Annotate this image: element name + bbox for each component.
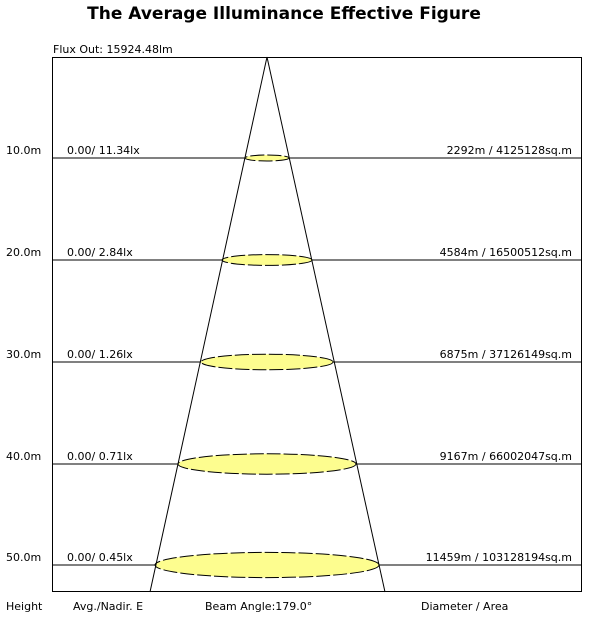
- row-height-label: 20.0m: [6, 246, 42, 259]
- cone-right-edge: [266, 56, 386, 593]
- cone-left-edge: [149, 56, 268, 593]
- row-diameter-area-label: 11459m / 103128194sq.m: [425, 551, 572, 564]
- flux-out-label: Flux Out: 15924.48lm: [53, 43, 173, 56]
- row-height-label: 10.0m: [6, 144, 42, 157]
- illuminance-spot-ellipse: [221, 254, 313, 266]
- chart-title: The Average Illuminance Effective Figure: [87, 4, 481, 24]
- footer-beam-angle-label: Beam Angle:179.0°: [205, 600, 313, 613]
- row-diameter-area-label: 6875m / 37126149sq.m: [439, 348, 572, 361]
- footer-diameter-area-label: Diameter / Area: [421, 600, 509, 613]
- row-height-label: 40.0m: [6, 450, 42, 463]
- row-height-label: 30.0m: [6, 348, 42, 361]
- diagram-frame: [52, 57, 582, 592]
- row-illuminance-label: 0.00/ 11.34lx: [67, 144, 140, 157]
- row-diameter-area-label: 9167m / 66002047sq.m: [439, 450, 572, 463]
- row-illuminance-label: 0.00/ 2.84lx: [67, 246, 133, 259]
- illuminance-spot-ellipse: [177, 453, 357, 475]
- illuminance-spot-ellipse: [200, 353, 334, 371]
- row-height-label: 50.0m: [6, 551, 42, 564]
- footer-avg-nadir-label: Avg./Nadir. E: [73, 600, 144, 613]
- row-diameter-area-label: 4584m / 16500512sq.m: [439, 246, 572, 259]
- row-illuminance-label: 0.00/ 0.71lx: [67, 450, 133, 463]
- row-illuminance-label: 0.00/ 1.26lx: [67, 348, 133, 361]
- illuminance-spot-ellipse: [154, 551, 380, 579]
- row-illuminance-label: 0.00/ 0.45lx: [67, 551, 133, 564]
- row-diameter-area-label: 2292m / 4125128sq.m: [446, 144, 572, 157]
- illuminance-spot-ellipse: [244, 154, 290, 162]
- footer-height-label: Height: [6, 600, 43, 613]
